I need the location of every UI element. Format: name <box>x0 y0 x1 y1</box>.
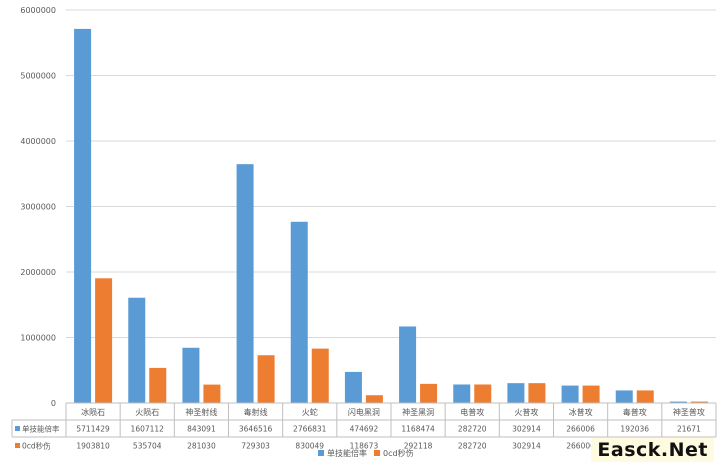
bar-series2 <box>582 385 600 403</box>
x-tick-label: 闪电黑洞 <box>348 407 380 417</box>
data-label: 474692 <box>350 425 379 434</box>
data-label: 302914 <box>512 442 541 451</box>
data-label: 118673 <box>350 442 379 451</box>
bar-series2 <box>203 384 221 403</box>
bar-series2 <box>690 401 708 403</box>
data-label: 830049 <box>295 442 324 451</box>
data-label: 266006 <box>566 442 595 451</box>
data-label: 5711429 <box>76 425 110 434</box>
watermark-logo: Easck.Net <box>591 438 714 462</box>
y-tick-label: 6000000 <box>20 6 56 15</box>
data-label: 21671 <box>677 425 701 434</box>
y-tick-label: 0 <box>51 399 56 408</box>
bar-series2 <box>149 367 167 403</box>
data-label: 302914 <box>512 425 541 434</box>
x-tick-label: 毒普攻 <box>623 407 647 417</box>
x-tick-label: 冰陨石 <box>81 407 105 417</box>
bar-series2 <box>311 348 329 403</box>
data-label: 1607112 <box>131 425 165 434</box>
x-tick-label: 火陨石 <box>135 408 159 417</box>
x-tick-label: 神圣普攻 <box>673 407 705 417</box>
data-label: 282720 <box>458 442 487 451</box>
bar-series1 <box>399 326 417 403</box>
table-series-name: 0cd秒伤 <box>22 441 51 451</box>
data-label: 292118 <box>404 442 433 451</box>
bar-series1 <box>344 371 362 403</box>
bar-series2 <box>528 383 546 403</box>
bar-series1 <box>669 401 687 403</box>
y-tick-label: 5000000 <box>20 72 56 81</box>
x-tick-label: 神圣黑洞 <box>402 407 434 417</box>
legend-label: 单技能倍率 <box>327 448 367 458</box>
legend-key <box>374 450 380 456</box>
x-tick-label: 冰普攻 <box>569 407 593 417</box>
x-tick-label: 电普攻 <box>460 407 484 417</box>
table-series-name: 单技能倍率 <box>22 424 60 434</box>
table-legend-key <box>15 426 20 431</box>
x-tick-label: 火普攻 <box>514 407 538 417</box>
x-tick-label: 神圣射线 <box>185 407 217 417</box>
bar-series1 <box>290 221 308 403</box>
bar-series1 <box>74 28 92 404</box>
y-tick-label: 3000000 <box>20 203 56 212</box>
bar-series1 <box>615 390 633 403</box>
bar-series2 <box>420 383 438 403</box>
bar-series1 <box>453 384 471 403</box>
data-label: 535704 <box>133 442 162 451</box>
bar-series2 <box>365 395 383 403</box>
data-label: 1168474 <box>401 425 435 434</box>
x-tick-label: 火蛇 <box>302 407 318 417</box>
bar-series1 <box>236 164 254 403</box>
data-label: 266006 <box>566 425 595 434</box>
y-tick-label: 2000000 <box>20 268 56 277</box>
data-label: 3646516 <box>239 425 273 434</box>
bar-series2 <box>95 278 113 403</box>
legend-key <box>318 450 324 456</box>
bar-series1 <box>507 383 525 403</box>
data-label: 729303 <box>241 442 270 451</box>
bar-series2 <box>636 390 654 403</box>
y-tick-label: 1000000 <box>20 334 56 343</box>
bar-series1 <box>182 347 200 403</box>
x-tick-label: 毒射线 <box>244 407 268 417</box>
data-label: 192036 <box>620 425 649 434</box>
legend-label: 0cd秒伤 <box>383 448 414 458</box>
data-label: 2766831 <box>293 425 327 434</box>
bar-series2 <box>474 384 492 403</box>
y-tick-label: 4000000 <box>20 137 56 146</box>
bar-series1 <box>128 297 146 403</box>
data-label: 1903810 <box>76 442 110 451</box>
bar-series2 <box>257 355 275 403</box>
bar-series1 <box>561 385 579 403</box>
data-label: 281030 <box>187 442 216 451</box>
data-label: 843091 <box>187 425 216 434</box>
data-label: 282720 <box>458 425 487 434</box>
table-legend-key <box>15 443 20 448</box>
